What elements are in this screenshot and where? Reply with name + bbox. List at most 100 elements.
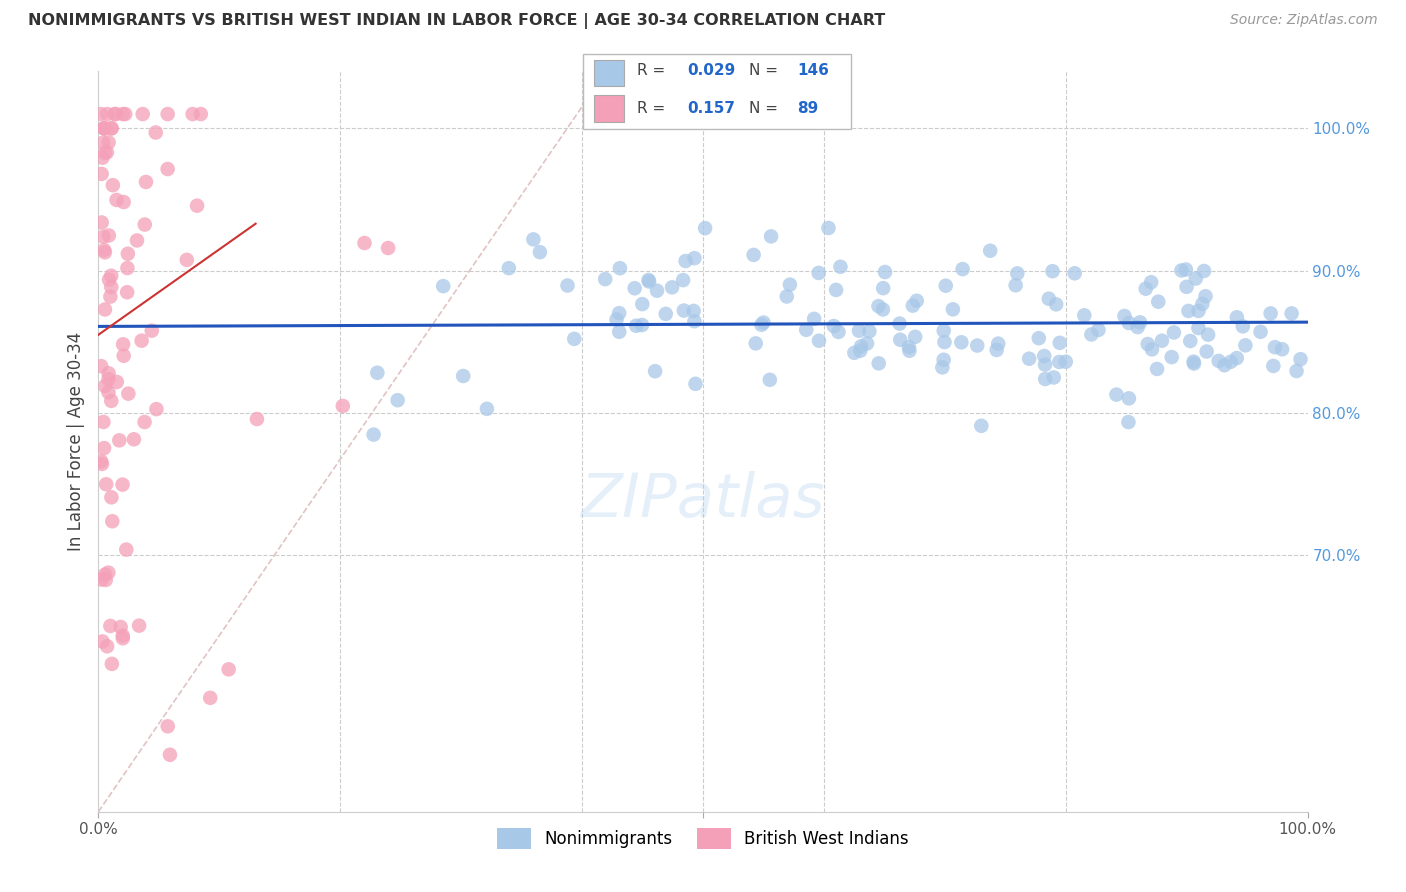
Point [759, 373, 782, 387]
Point [122, 432, 145, 446]
Point [135, 175, 157, 189]
Point [91, 136, 114, 150]
Point [90, 359, 112, 373]
Point [631, 318, 654, 332]
Point [117, 386, 139, 401]
Point [849, 339, 872, 353]
Point [97, 228, 120, 243]
Point [683, 314, 706, 328]
Point [1260, 306, 1282, 320]
Point [848, 324, 870, 338]
FancyBboxPatch shape [595, 95, 624, 122]
Point [623, 281, 645, 295]
Point [1087, 323, 1109, 337]
Point [218, 662, 240, 676]
Point [693, 221, 716, 235]
Point [872, 281, 894, 295]
Point [98, 619, 121, 633]
Text: 89: 89 [797, 101, 818, 116]
Point [90, 454, 112, 468]
Point [115, 285, 138, 300]
Point [645, 284, 668, 298]
Point [387, 393, 409, 408]
Point [97, 136, 120, 150]
Point [134, 218, 156, 232]
Point [145, 126, 167, 140]
Point [683, 251, 706, 265]
Point [873, 265, 896, 279]
Point [529, 245, 551, 260]
Point [114, 107, 136, 121]
Point [1197, 327, 1219, 342]
Point [101, 514, 124, 528]
Point [100, 280, 122, 294]
Point [825, 283, 848, 297]
Point [110, 620, 132, 634]
Point [1118, 415, 1140, 429]
Point [675, 254, 697, 268]
Point [562, 332, 585, 346]
Point [1126, 320, 1149, 334]
Point [112, 349, 135, 363]
Point [1234, 338, 1257, 352]
Point [1047, 355, 1070, 369]
Point [1174, 262, 1197, 277]
Point [904, 330, 927, 344]
Point [101, 178, 124, 193]
Point [1182, 354, 1205, 368]
Point [1187, 321, 1209, 335]
Point [624, 318, 647, 333]
Point [90, 167, 112, 181]
Point [101, 121, 124, 136]
Point [353, 235, 375, 250]
Point [108, 434, 131, 448]
Point [93, 121, 115, 136]
Point [1045, 297, 1067, 311]
Point [112, 337, 135, 351]
Point [1208, 354, 1230, 368]
Point [1226, 351, 1249, 365]
Point [1073, 309, 1095, 323]
Point [897, 340, 920, 354]
Point [156, 107, 179, 121]
Point [1264, 340, 1286, 354]
Point [1129, 315, 1152, 329]
Point [1063, 266, 1085, 280]
Point [1118, 316, 1140, 330]
Point [932, 352, 955, 367]
Point [1054, 354, 1077, 368]
Legend: Nonimmigrants, British West Indians: Nonimmigrants, British West Indians [491, 822, 915, 855]
Point [868, 299, 890, 313]
Point [1195, 344, 1218, 359]
Point [794, 323, 817, 337]
Point [609, 261, 631, 276]
Point [96, 477, 118, 491]
Point [93, 415, 115, 429]
Point [817, 221, 839, 235]
Point [101, 657, 124, 671]
Point [655, 307, 678, 321]
Point [98, 273, 121, 287]
Point [1177, 304, 1199, 318]
Point [1146, 362, 1168, 376]
Point [94, 146, 117, 161]
Point [1213, 358, 1236, 372]
Point [94, 567, 117, 582]
Point [1007, 267, 1029, 281]
Point [105, 193, 128, 207]
Point [145, 402, 167, 417]
Point [363, 427, 385, 442]
Point [115, 542, 138, 557]
Point [672, 303, 695, 318]
Point [849, 343, 872, 358]
Point [807, 266, 830, 280]
Point [935, 278, 957, 293]
Point [557, 278, 579, 293]
Point [685, 376, 707, 391]
Point [91, 457, 114, 471]
Point [1232, 319, 1254, 334]
Point [752, 316, 775, 330]
Point [1004, 278, 1026, 293]
FancyBboxPatch shape [595, 60, 624, 87]
Point [986, 343, 1008, 357]
